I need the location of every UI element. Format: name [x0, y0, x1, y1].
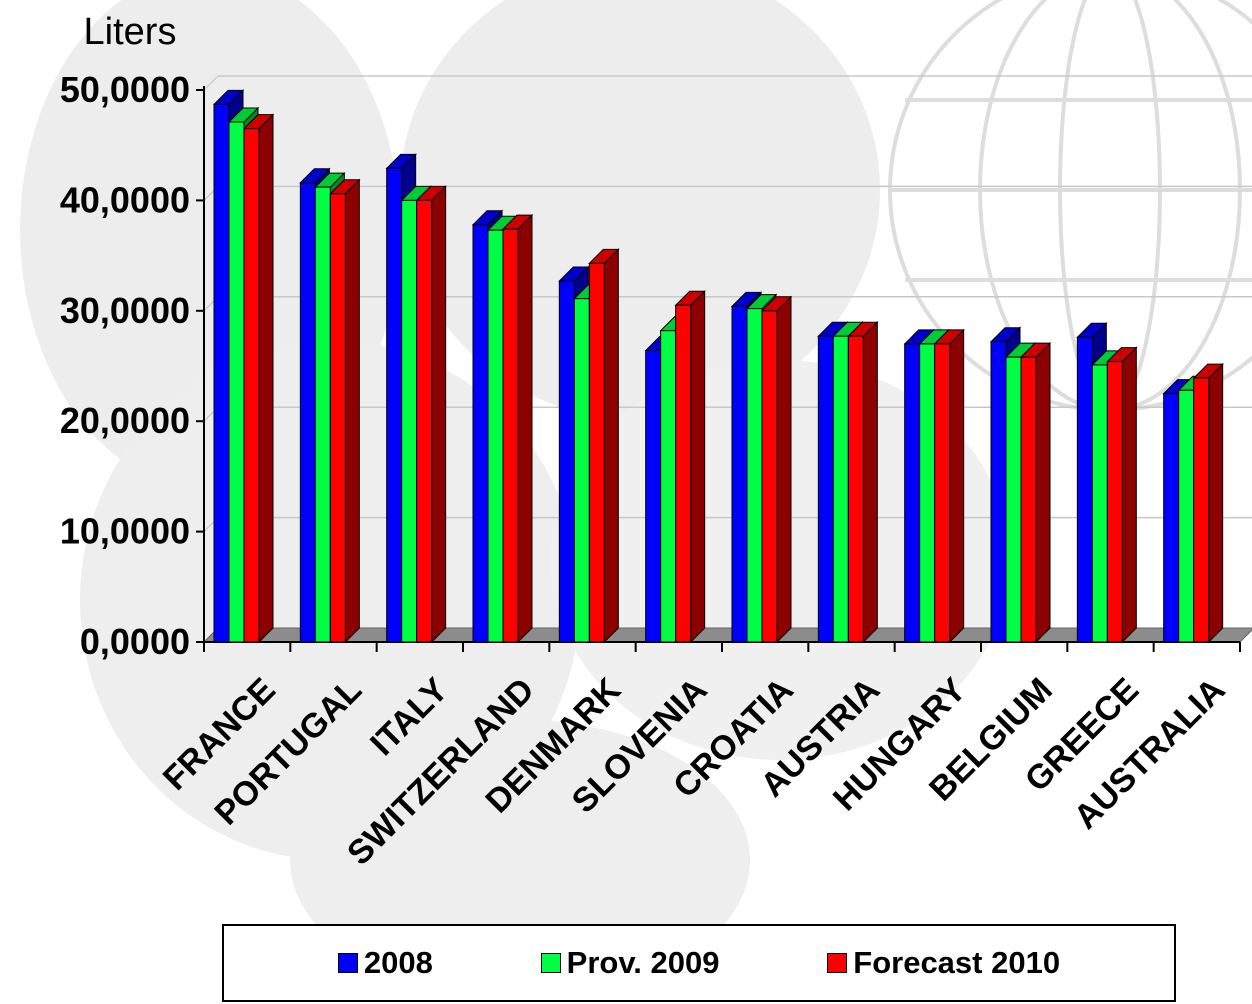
bar: [675, 304, 692, 643]
y-tick-label: 30,0000: [60, 290, 190, 331]
y-tick-label: 50,0000: [60, 69, 190, 110]
bar-side: [949, 328, 965, 644]
bar-side: [690, 290, 706, 644]
bar: [502, 228, 519, 643]
bar: [1076, 336, 1093, 643]
bar: [645, 350, 662, 643]
background-blob: [400, 0, 880, 420]
bar: [919, 343, 936, 643]
legend-label-2008: 2008: [363, 945, 433, 980]
bar: [847, 335, 864, 643]
bar: [761, 310, 778, 643]
bar: [1106, 361, 1123, 643]
y-axis-title: Liters: [84, 11, 177, 53]
bar: [1193, 377, 1210, 643]
legend-label-prov-2009: Prov. 2009: [566, 945, 720, 980]
legend: 2008 Prov. 2009 Forecast 2010: [222, 924, 1176, 1002]
bar-side: [1035, 341, 1051, 644]
bar: [228, 121, 245, 643]
bar: [329, 193, 346, 643]
bar: [746, 308, 763, 643]
bar: [416, 199, 433, 643]
bar: [1005, 356, 1022, 643]
bar: [904, 343, 921, 643]
legend-label-forecast-2010: Forecast 2010: [853, 945, 1061, 980]
bar: [558, 280, 575, 643]
y-tick-label: 0,0000: [80, 621, 190, 662]
bar: [817, 335, 834, 643]
y-tick-label: 40,0000: [60, 179, 190, 220]
legend-item-2008: 2008: [337, 945, 433, 981]
bar: [1178, 389, 1195, 643]
bar: [314, 186, 331, 643]
bar-side: [862, 320, 878, 644]
x-tick-label: AUSTRALIA: [1067, 671, 1233, 837]
bar-side: [344, 178, 360, 644]
bar-side: [603, 248, 619, 644]
bar-side: [1208, 362, 1224, 644]
legend-swatch-forecast-2010: [827, 953, 848, 973]
bar: [660, 330, 677, 643]
bar: [934, 343, 951, 643]
y-tick-label: 20,0000: [60, 400, 190, 441]
y-tick-label: 10,0000: [60, 511, 190, 552]
bar-side: [258, 113, 274, 644]
bar: [731, 305, 748, 643]
legend-item-forecast-2010: Forecast 2010: [827, 945, 1060, 981]
bar: [588, 262, 605, 643]
bar: [243, 128, 260, 643]
bar: [1163, 393, 1180, 643]
bar: [573, 298, 590, 643]
bar: [1091, 364, 1108, 643]
legend-swatch-prov-2009: [540, 953, 561, 973]
bar: [990, 341, 1007, 643]
bar: [401, 199, 418, 643]
bar-side: [517, 213, 533, 644]
bar: [299, 182, 316, 643]
bar: [1020, 356, 1037, 643]
bar: [487, 229, 504, 643]
bar-side: [1121, 346, 1137, 644]
gridline-side: [203, 75, 219, 91]
bar: [832, 335, 849, 643]
bar: [472, 224, 489, 643]
bar: [213, 103, 230, 643]
legend-item-prov-2009: Prov. 2009: [540, 945, 720, 981]
legend-swatch-2008: [337, 953, 358, 973]
bar-side: [431, 185, 447, 644]
bar-side: [776, 295, 792, 644]
bar: [386, 167, 403, 643]
